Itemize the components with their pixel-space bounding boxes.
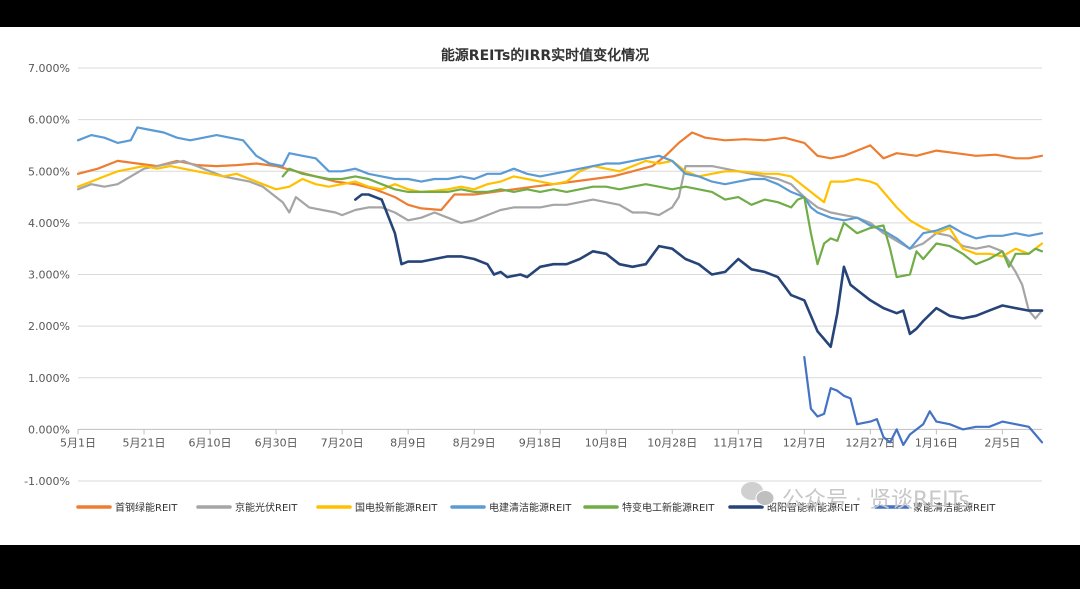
y-tick-label: 0.000%	[28, 423, 70, 436]
legend-item: 国电投新能源REIT	[316, 501, 438, 514]
y-tick-label: -1.000%	[24, 475, 70, 488]
x-tick-label: 10月8日	[585, 436, 628, 449]
y-tick-label: 6.000%	[28, 114, 70, 127]
series-lines	[76, 126, 1044, 446]
x-tick-label: 7月20日	[321, 436, 364, 449]
x-axis-ticks: 5月1日 5月21日 6月10日 6月30日 7月20日 8月9日 8月29日 9月18日 10…	[60, 429, 1020, 449]
legend-label: 蒙能清洁能源REIT	[913, 501, 996, 514]
chart-frame: 能源REITs的IRR实时值变化情况 7.000% 6.000% 5.000% 4.0…	[0, 27, 1080, 545]
legend-label: 首钢绿能REIT	[115, 501, 178, 514]
legend-label: 特变电工新能源REIT	[622, 501, 715, 514]
gridlines	[78, 67, 1042, 482]
x-tick-label: 12月7日	[783, 436, 826, 449]
line-chart: 能源REITs的IRR实时值变化情况 7.000% 6.000% 5.000% 4.0…	[24, 47, 1044, 514]
y-tick-label: 2.000%	[28, 320, 70, 333]
x-tick-label: 8月9日	[390, 436, 426, 449]
watermark: 公众号 · 贤谈REITs	[741, 482, 970, 513]
y-tick-label: 5.000%	[28, 165, 70, 178]
series-line-6	[354, 193, 1044, 349]
x-tick-label: 10月28日	[647, 436, 697, 449]
legend-item: 电建清洁能源REIT	[450, 501, 572, 514]
legend-item: 京能光伏REIT	[196, 501, 298, 514]
chart-title: 能源REITs的IRR实时值变化情况	[441, 47, 649, 64]
legend-item: 蒙能清洁能源REIT	[874, 501, 996, 514]
x-tick-label: 1月16日	[915, 436, 958, 449]
series-line-7	[803, 356, 1044, 446]
legend-label: 电建清洁能源REIT	[489, 501, 572, 514]
y-tick-label: 4.000%	[28, 217, 70, 230]
series-line-5	[281, 167, 1044, 279]
x-tick-label: 8月29日	[453, 436, 496, 449]
legend-label: 昭阳智能新能源REIT	[767, 501, 860, 514]
legend-label: 国电投新能源REIT	[355, 501, 438, 514]
y-tick-label: 1.000%	[28, 372, 70, 385]
series-line-3	[76, 159, 1044, 258]
legend-item: 特变电工新能源REIT	[583, 501, 715, 514]
x-tick-label: 5月21日	[123, 436, 166, 449]
watermark-text: 公众号 · 贤谈REITs	[782, 488, 970, 513]
x-tick-label: 5月1日	[60, 436, 96, 449]
legend-item: 首钢绿能REIT	[76, 501, 178, 514]
y-axis-ticks: 7.000% 6.000% 5.000% 4.000% 3.000% 2.000% 1.00…	[24, 62, 70, 488]
series-line-4	[76, 126, 1044, 250]
x-tick-label: 2月5日	[984, 436, 1020, 449]
x-tick-label: 11月17日	[713, 436, 763, 449]
series-line-1	[76, 131, 1044, 212]
x-tick-label: 12月27日	[845, 436, 895, 449]
wechat-icon	[741, 482, 775, 506]
legend-label: 京能光伏REIT	[235, 501, 298, 514]
legend-item: 昭阳智能新能源REIT	[728, 501, 860, 514]
series-line-2	[76, 159, 1044, 320]
x-tick-label: 9月18日	[519, 436, 562, 449]
legend: 首钢绿能REIT 京能光伏REIT 国电投新能源REIT 电建清洁能源REIT 特变电工…	[76, 501, 996, 514]
x-tick-label: 6月10日	[189, 436, 232, 449]
x-tick-label: 6月30日	[255, 436, 298, 449]
y-tick-label: 7.000%	[28, 62, 70, 75]
y-tick-label: 3.000%	[28, 269, 70, 282]
